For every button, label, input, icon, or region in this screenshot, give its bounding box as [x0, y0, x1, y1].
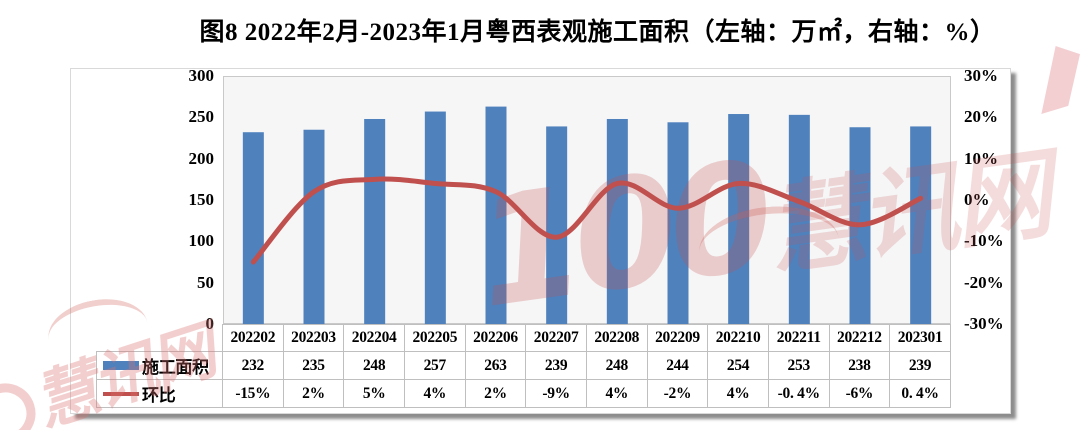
right-axis-tick-label: -30% [964, 314, 1004, 333]
category-header-cell: 202205 [404, 324, 466, 352]
category-header-cell: 202206 [465, 324, 527, 352]
value-cell: 5% [344, 380, 405, 408]
left-axis-tick-label: 300 [188, 66, 215, 85]
category-header-cell: 202210 [708, 324, 769, 352]
value-cell: 232 [223, 352, 284, 380]
value-cell: 254 [708, 352, 769, 380]
watermark-top-right-swoosh-icon [1041, 46, 1080, 114]
category-header-cell: 202301 [890, 324, 951, 352]
category-header-cell: 202202 [223, 324, 284, 352]
right-axis-tick-label: 0% [964, 190, 990, 209]
left-axis-tick-label: 100 [188, 231, 215, 251]
legend-cell-pct: 环比 [96, 380, 223, 408]
value-cell: 253 [768, 352, 830, 380]
left-axis-tick-label: 50 [197, 272, 214, 292]
right-y-axis: 30% 20% 10% 0% -10% -20% -30% [964, 66, 1024, 413]
left-y-axis: 300 250 200 150 100 50 0 [71, 66, 216, 413]
value-cell: 4% [586, 380, 648, 408]
category-header-cell: 202208 [586, 324, 648, 352]
value-cell: 244 [647, 352, 709, 380]
value-cell: 248 [344, 352, 405, 380]
value-cell: 4% [404, 380, 466, 408]
right-axis-tick-label: -10% [964, 231, 1004, 251]
chart-container: 100慧讯网 300 250 200 150 100 50 0 30% 20% 10% 0% -10… [70, 66, 1055, 414]
category-header-cell: 202204 [344, 324, 405, 352]
data-table: 202202 202203 202204 202205 202206 202207 2022… [96, 324, 951, 408]
category-header-cell: 202212 [829, 324, 891, 352]
value-cell: 239 [526, 352, 587, 380]
right-axis-tick-label: 30% [964, 66, 998, 85]
value-cell: 248 [586, 352, 648, 380]
legend-cell-area: 施工面积 [96, 352, 223, 380]
right-axis-tick-label: 10% [964, 148, 998, 168]
right-axis-tick-label: -20% [964, 272, 1004, 292]
left-axis-tick-label: 0 [205, 314, 215, 333]
legend-label: 施工面积 [142, 358, 209, 377]
category-header-cell: 202203 [283, 324, 345, 352]
left-axis-tick-label: 150 [188, 190, 215, 209]
value-cell: 4% [708, 380, 769, 408]
category-header-cell: 202211 [768, 324, 830, 352]
value-cell: 2% [465, 380, 527, 408]
bar-swatch-icon [103, 361, 139, 370]
left-axis-tick-label: 200 [188, 148, 215, 168]
category-header-cell: 202209 [647, 324, 709, 352]
value-cell: 235 [283, 352, 345, 380]
value-cell: 238 [829, 352, 891, 380]
value-cell: -6% [829, 380, 891, 408]
line-swatch-icon [103, 391, 139, 396]
right-axis-tick-label: 20% [964, 107, 998, 127]
value-cell: 263 [465, 352, 527, 380]
legend-label: 环比 [142, 386, 176, 405]
plot-area-background [223, 76, 951, 324]
chart-title: 图8 2022年2月-2023年1月粤西表观施工面积（左轴：万㎡，右轴：%） [199, 19, 996, 46]
value-cell: -0. 4% [768, 380, 830, 408]
value-cell: -9% [526, 380, 587, 408]
value-cell: 2% [283, 380, 345, 408]
table-corner-cell [96, 324, 223, 352]
value-cell: -2% [647, 380, 709, 408]
category-header-cell: 202207 [526, 324, 587, 352]
watermark-logo-circle-icon [0, 375, 44, 430]
left-axis-tick-label: 250 [188, 107, 215, 127]
value-cell: -15% [223, 380, 284, 408]
value-cell: 257 [404, 352, 466, 380]
value-cell: 0. 4% [890, 380, 951, 408]
value-cell: 239 [890, 352, 951, 380]
